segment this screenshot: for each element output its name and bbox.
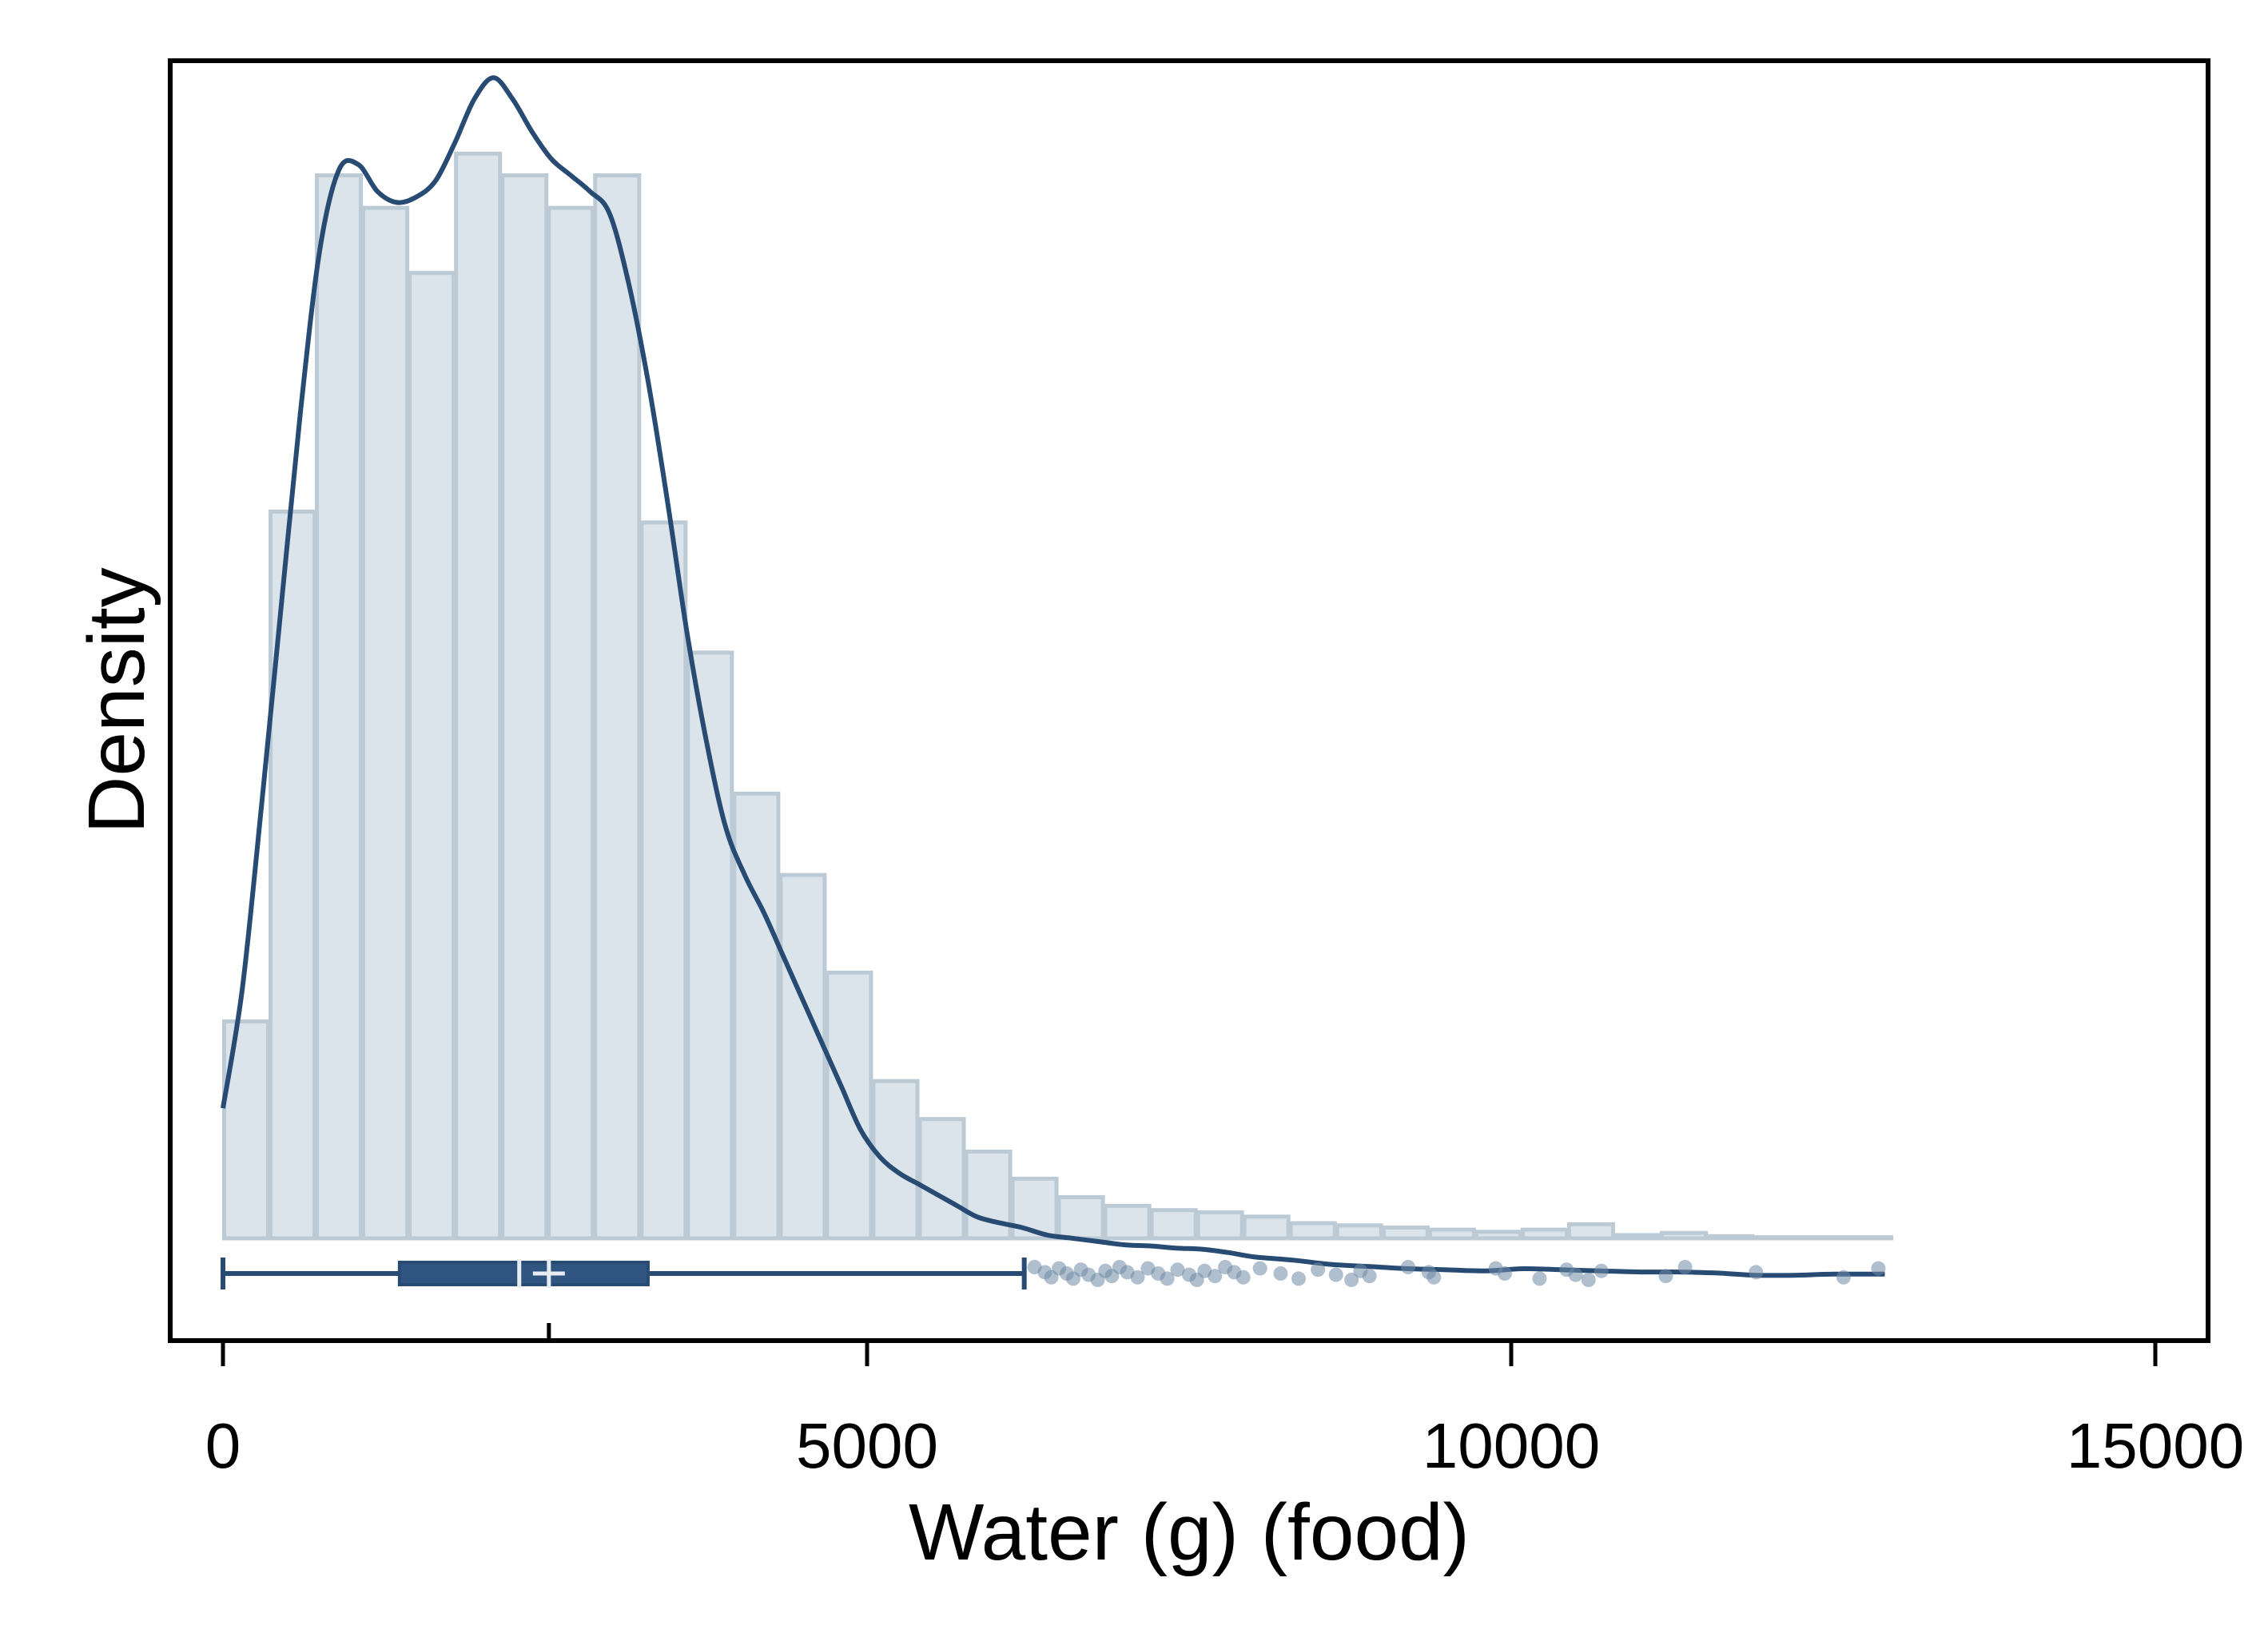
histogram-bar [408,271,456,1241]
x-axis: 0 5000 10000 15000 [170,1323,2244,1481]
histogram-bar [1242,1214,1291,1241]
outlier-point [1344,1273,1359,1287]
outlier-point [1311,1262,1326,1277]
histogram-bar [639,520,688,1241]
histogram-bar [1056,1194,1105,1241]
histogram-bar [825,970,873,1241]
outlier-point [1836,1270,1851,1285]
histogram-bar [1520,1227,1569,1241]
outlier-point [1273,1266,1288,1281]
histogram-bar [1613,1233,1661,1241]
histogram-bar [1474,1230,1522,1241]
outlier-point [1170,1262,1185,1277]
histogram-bar [1381,1225,1430,1241]
histogram-bar [732,791,781,1241]
outlier-point [1130,1270,1145,1285]
x-tick-label: 15000 [2067,1410,2244,1481]
outlier-point [1568,1267,1583,1282]
outlier-point [1235,1270,1251,1285]
histogram-bar [1288,1221,1337,1241]
histogram-bar [686,650,734,1241]
outlier-points [1027,1260,1886,1287]
histogram-bar [917,1117,966,1241]
outlier-point [1749,1265,1764,1280]
outlier-point [1252,1261,1267,1276]
boxplot-layer [221,1258,1027,1289]
outlier-point [1362,1269,1377,1284]
outlier-point [1532,1271,1547,1286]
histogram-bar [269,509,317,1241]
outlier-point [1594,1263,1609,1278]
x-axis-title: Water (g) (food) [909,1488,1470,1577]
outlier-point [1401,1260,1416,1274]
histogram-bar [1566,1222,1615,1241]
histogram-bar [1149,1208,1198,1241]
outlier-point [1160,1271,1175,1286]
histogram-bar [1335,1223,1383,1241]
histogram-bar [1196,1210,1244,1241]
histogram-bar [361,205,410,1241]
histogram-bar [1659,1230,1709,1241]
outlier-point [1677,1260,1693,1274]
outlier-point [1328,1267,1343,1282]
histogram-bar [1706,1234,1755,1241]
histogram-bar [1103,1203,1152,1241]
outlier-point [1658,1269,1673,1284]
histogram-bar [1427,1227,1476,1241]
x-tick-label: 0 [205,1410,241,1481]
boxplot-iqr-box [397,1261,650,1286]
outlier-point [1581,1273,1596,1287]
x-tick-label: 10000 [1422,1410,1600,1481]
outlier-point [1871,1261,1886,1276]
histogram-bar [593,173,642,1241]
outlier-point [1426,1270,1442,1285]
outlier-point [1208,1269,1223,1284]
outlier-point [1291,1271,1307,1286]
y-axis-title: Density [72,567,161,833]
histogram-bar [454,151,503,1241]
x-tick-label: 5000 [796,1410,938,1481]
histogram-bar [315,173,364,1241]
outlier-point [1497,1266,1512,1281]
histogram-bar [500,173,549,1241]
histogram-bar [547,205,595,1241]
histogram-bar [778,872,827,1241]
